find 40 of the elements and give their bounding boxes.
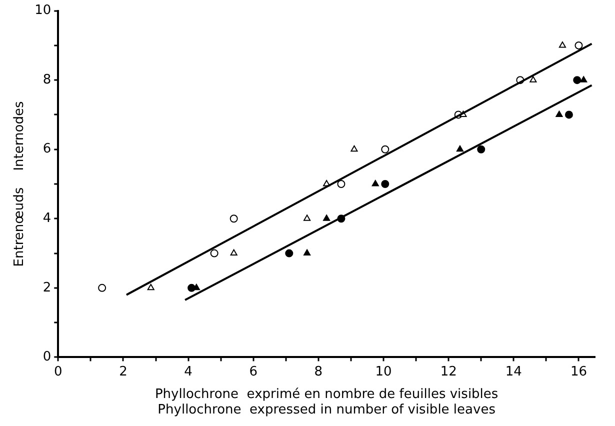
point [147, 284, 154, 290]
x-tick-label: 8 [314, 364, 323, 380]
y-tick-label: 2 [42, 280, 52, 296]
point [372, 180, 379, 186]
y-tick-label: 6 [42, 142, 52, 157]
point [381, 145, 390, 154]
point [558, 41, 566, 48]
x-tick-label: 4 [184, 364, 192, 380]
point [323, 214, 330, 221]
x-tick-label: 12 [440, 364, 457, 380]
x-tick-label: 16 [570, 364, 588, 380]
point [573, 76, 582, 84]
x-tick-label: 6 [249, 364, 258, 380]
x-tick-label: 2 [119, 364, 128, 380]
point [230, 214, 238, 223]
point [350, 145, 358, 152]
point [98, 284, 106, 292]
point [210, 249, 218, 258]
y-tick-label: 8 [42, 72, 52, 88]
x-tick-label: 10 [375, 364, 392, 380]
point [580, 76, 588, 82]
point [304, 214, 311, 221]
y-tick-label: 0 [42, 350, 52, 365]
point [381, 180, 390, 188]
y-axis-title: Entrenœuds Internodes [12, 101, 28, 267]
y-tick-label: 10 [34, 3, 52, 18]
y-tick-label: 4 [42, 211, 52, 226]
x-axis-title: Phyllochrone exprimé en nombre de feuilles visibles Phyllochrone expressed in number of visible leaves [154, 386, 498, 418]
point [556, 110, 563, 117]
point [304, 249, 311, 256]
point [530, 76, 537, 82]
x-tick-label: 0 [54, 364, 62, 380]
point [285, 249, 294, 258]
point [574, 41, 583, 50]
point [230, 249, 238, 256]
point [456, 145, 464, 152]
point [477, 145, 486, 154]
point [337, 180, 346, 188]
point [564, 110, 573, 119]
x-tick-label: 14 [505, 364, 522, 380]
